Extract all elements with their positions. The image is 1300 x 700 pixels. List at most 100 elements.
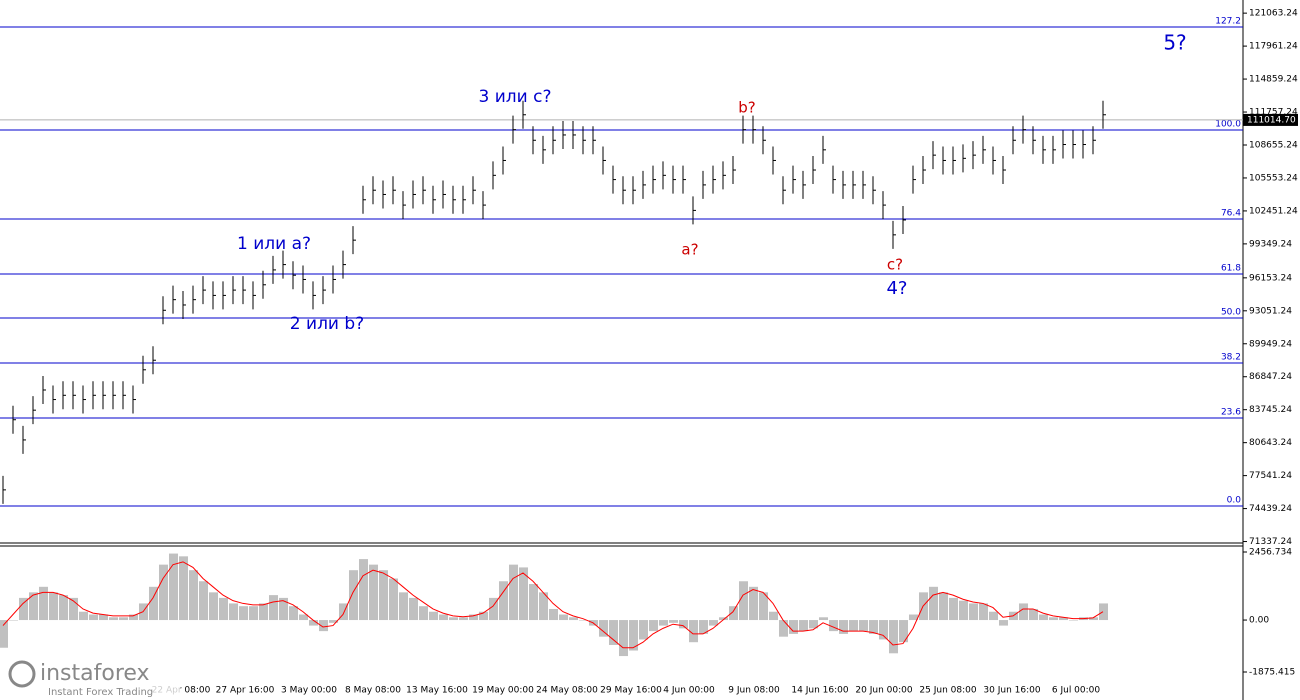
histogram-bar xyxy=(889,620,898,654)
histogram-bar xyxy=(769,611,778,621)
fib-label: 61.8 xyxy=(1221,263,1241,273)
histogram-bar xyxy=(419,606,428,621)
histogram-bar xyxy=(109,617,118,621)
logo: instaforex Instant Forex Trading xyxy=(0,656,180,700)
fib-label: 38.2 xyxy=(1221,352,1241,362)
histogram-bar xyxy=(1069,620,1078,621)
histogram-bar xyxy=(169,553,178,621)
y-tick-label: 71337.24 xyxy=(1249,537,1292,547)
histogram-bar xyxy=(49,592,58,621)
wave-label: 2 или b? xyxy=(290,314,364,334)
histogram-bar xyxy=(879,620,888,640)
histogram-bar xyxy=(659,620,668,626)
y-tick-label: 96153.24 xyxy=(1249,273,1292,283)
x-tick-label: 29 May 16:00 xyxy=(600,686,662,696)
histogram-bar xyxy=(269,595,278,621)
histogram-bar xyxy=(759,592,768,621)
histogram-bar xyxy=(959,600,968,621)
logo-tagline: Instant Forex Trading xyxy=(48,687,153,698)
wave-label: c? xyxy=(887,256,903,274)
histogram-bar xyxy=(439,614,448,621)
histogram-bar xyxy=(869,620,878,634)
histogram-bar xyxy=(449,617,458,621)
x-tick-label: 4 Jun 00:00 xyxy=(663,686,715,696)
histogram-bar xyxy=(579,620,588,621)
histogram-bar xyxy=(539,592,548,621)
indicator-tick-label: 2456.734 xyxy=(1249,547,1292,557)
x-tick-label: 3 May 00:00 xyxy=(281,686,337,696)
histogram-bar xyxy=(599,620,608,637)
histogram-bar xyxy=(619,620,628,657)
histogram-bar xyxy=(519,567,528,621)
wave-label: 1 или a? xyxy=(237,234,311,254)
histogram-bar xyxy=(609,620,618,645)
current-price-box xyxy=(1243,113,1298,126)
indicator-tick-label: 0.00 xyxy=(1249,616,1269,626)
histogram-bar xyxy=(189,570,198,621)
histogram-bar xyxy=(979,603,988,621)
histogram-bar xyxy=(699,620,708,634)
y-tick-label: 80643.24 xyxy=(1249,438,1292,448)
fib-label: 23.6 xyxy=(1221,407,1241,417)
wave-label: b? xyxy=(738,99,755,117)
histogram-bar xyxy=(39,586,48,621)
y-tick-label: 108655.24 xyxy=(1249,140,1298,150)
histogram-bar xyxy=(249,606,258,621)
y-tick-label: 102451.24 xyxy=(1249,206,1298,216)
histogram-bar xyxy=(69,597,78,621)
y-tick-label: 105553.24 xyxy=(1249,173,1298,183)
histogram-bar xyxy=(359,559,368,621)
histogram-bar xyxy=(899,620,908,643)
histogram-bar xyxy=(179,556,188,621)
histogram-bar xyxy=(19,597,28,621)
histogram-bar xyxy=(649,620,658,632)
histogram-bar xyxy=(379,570,388,621)
y-tick-label: 99349.24 xyxy=(1249,239,1292,249)
histogram-bar xyxy=(219,597,228,621)
histogram-bar xyxy=(229,603,238,621)
fib-label: 127.2 xyxy=(1215,17,1241,27)
histogram-bar xyxy=(679,620,688,629)
histogram-bar xyxy=(639,620,648,640)
logo-icon xyxy=(8,660,36,688)
histogram-bar xyxy=(489,597,498,621)
histogram-bar xyxy=(849,620,858,632)
wave-label: a? xyxy=(681,241,698,259)
current-price-label: 111014.70 xyxy=(1247,115,1296,125)
x-tick-label: 24 May 08:00 xyxy=(536,686,598,696)
x-tick-label: 19 May 00:00 xyxy=(472,686,534,696)
histogram-bar xyxy=(999,620,1008,626)
histogram-bar xyxy=(289,606,298,621)
histogram-bar xyxy=(629,620,638,651)
y-tick-label: 117961.24 xyxy=(1249,42,1298,52)
histogram-bar xyxy=(949,597,958,621)
histogram-bar xyxy=(79,611,88,621)
histogram-bar xyxy=(319,620,328,632)
x-tick-label: 25 Jun 08:00 xyxy=(919,686,976,696)
y-tick-label: 83745.24 xyxy=(1249,405,1292,415)
histogram-bar xyxy=(1059,617,1068,621)
histogram-bar xyxy=(689,620,698,643)
histogram-bar xyxy=(1029,608,1038,621)
histogram-bar xyxy=(709,620,718,626)
histogram-bar xyxy=(389,578,398,621)
histogram-bar xyxy=(129,614,138,621)
y-tick-label: 77541.24 xyxy=(1249,471,1292,481)
histogram-bar xyxy=(859,620,868,632)
x-tick-label: 9 Jun 08:00 xyxy=(728,686,780,696)
x-tick-label: 27 Apr 16:00 xyxy=(216,686,275,696)
indicator-tick-label: -1875.415 xyxy=(1249,668,1295,678)
histogram-bar xyxy=(199,581,208,621)
histogram-bar xyxy=(459,617,468,621)
histogram-bar xyxy=(0,620,8,648)
y-tick-label: 114859.24 xyxy=(1249,75,1298,85)
histogram-bar xyxy=(739,581,748,621)
histogram-bar xyxy=(239,606,248,621)
histogram-bar xyxy=(119,617,128,621)
histogram-bar xyxy=(29,592,38,621)
y-tick-label: 74439.24 xyxy=(1249,504,1292,514)
x-tick-label: 13 May 16:00 xyxy=(406,686,468,696)
